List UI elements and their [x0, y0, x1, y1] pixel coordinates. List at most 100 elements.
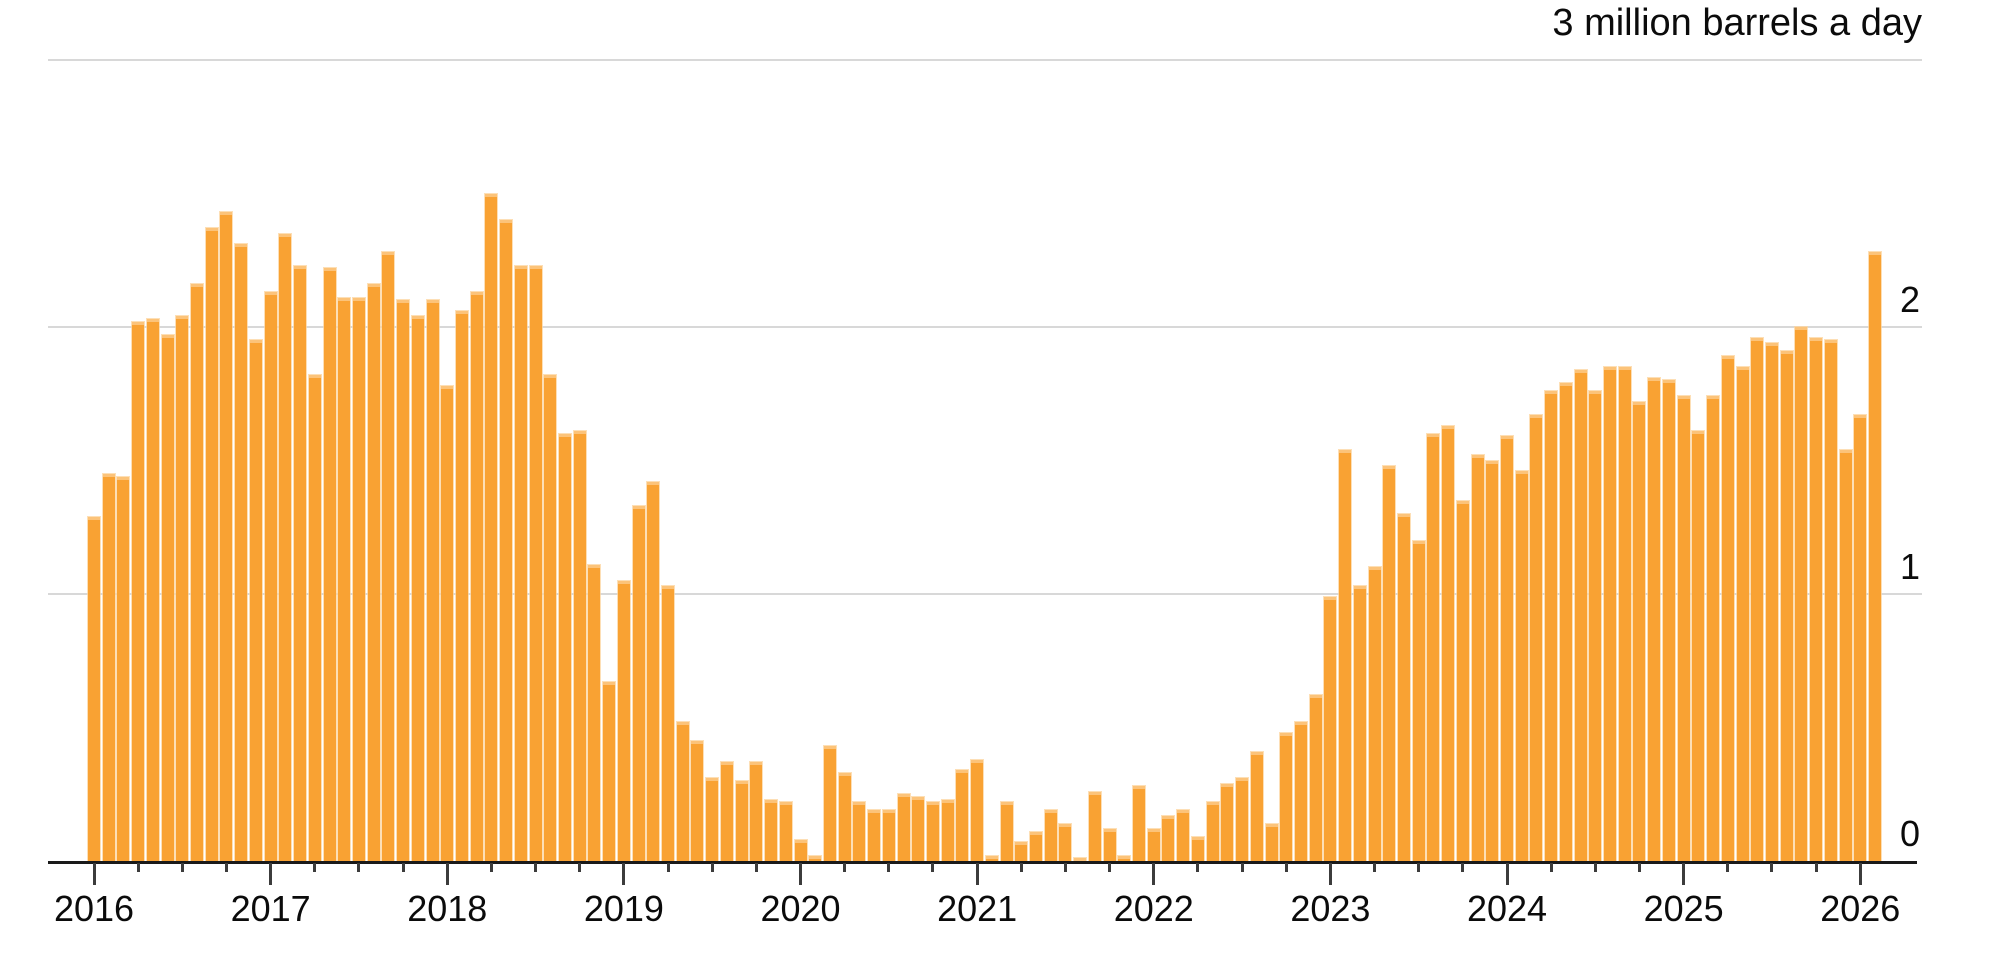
bar — [470, 292, 483, 861]
bar — [823, 746, 836, 861]
bar — [249, 340, 262, 861]
x-tick-label: 2025 — [1643, 888, 1724, 929]
bar — [338, 297, 351, 861]
bar — [1059, 823, 1072, 861]
bar — [529, 265, 542, 861]
bar — [720, 762, 733, 861]
y-tick-label: 1 — [1899, 546, 1921, 587]
x-axis-line — [48, 861, 1917, 864]
bar — [632, 505, 645, 861]
bar — [146, 318, 159, 861]
quarter-tick — [1814, 863, 1818, 872]
quarter-tick — [1196, 863, 1200, 872]
bar — [1515, 471, 1528, 861]
quarter-tick — [534, 863, 538, 872]
y-tick-label: 2 — [1899, 279, 1921, 320]
bar — [1824, 340, 1837, 861]
year-tick — [1505, 863, 1509, 885]
bar — [1486, 460, 1499, 861]
bar — [1707, 396, 1720, 861]
bar — [1221, 783, 1234, 861]
bar — [1633, 401, 1646, 861]
year-tick — [1682, 863, 1686, 885]
bar — [1015, 842, 1028, 861]
bar — [102, 473, 115, 861]
chart-title: 3 million barrels a day — [1552, 2, 1922, 44]
bar — [1294, 722, 1307, 861]
x-tick-label: 2018 — [407, 888, 488, 929]
bar — [1677, 396, 1690, 861]
bar — [1559, 383, 1572, 861]
bar — [1030, 831, 1043, 861]
bar — [926, 802, 939, 861]
quarter-tick — [1019, 863, 1023, 872]
quarter-tick — [887, 863, 891, 872]
bar — [1427, 433, 1440, 861]
bar — [853, 802, 866, 861]
year-tick — [269, 863, 273, 885]
bar — [1133, 786, 1146, 861]
bar — [441, 385, 454, 861]
bar — [838, 772, 851, 861]
bar — [779, 802, 792, 861]
bar — [264, 292, 277, 861]
quarter-tick — [1063, 863, 1067, 872]
x-tick-label: 2022 — [1113, 888, 1194, 929]
bar — [500, 220, 513, 861]
bar — [1118, 855, 1131, 861]
quarter-tick — [136, 863, 140, 872]
year-tick — [92, 863, 96, 885]
bar — [765, 799, 778, 861]
bar — [382, 252, 395, 861]
quarter-tick — [843, 863, 847, 872]
quarter-tick — [180, 863, 184, 872]
bar — [294, 265, 307, 861]
bar — [956, 770, 969, 861]
bar — [205, 228, 218, 861]
bar — [691, 740, 704, 861]
bar — [176, 316, 189, 861]
year-tick — [622, 863, 626, 885]
bar — [985, 855, 998, 861]
x-tick-label: 2023 — [1290, 888, 1371, 929]
bar — [1280, 732, 1293, 861]
bar — [1412, 540, 1425, 861]
bar — [1088, 791, 1101, 861]
bar — [662, 585, 675, 861]
year-tick — [975, 863, 979, 885]
bar — [1795, 327, 1808, 861]
year-tick — [1858, 863, 1862, 885]
quarter-tick — [313, 863, 317, 872]
quarter-tick — [224, 863, 228, 872]
quarter-tick — [1240, 863, 1244, 872]
bar — [308, 375, 321, 861]
bar — [455, 310, 468, 861]
y-tick-label: 0 — [1899, 813, 1921, 854]
bar — [352, 297, 365, 861]
bar — [1780, 351, 1793, 861]
bar — [1618, 367, 1631, 861]
bar — [1044, 810, 1057, 861]
gridline-3 — [48, 59, 1922, 61]
bar — [588, 564, 601, 861]
bar — [1250, 751, 1263, 861]
bar — [411, 316, 424, 861]
bar — [1353, 585, 1366, 861]
quarter-tick — [1770, 863, 1774, 872]
quarter-tick — [1108, 863, 1112, 872]
x-tick-label: 2019 — [583, 888, 664, 929]
year-tick — [799, 863, 802, 885]
bar — [1397, 513, 1410, 861]
quarter-tick — [1593, 863, 1597, 872]
bar — [1589, 391, 1602, 861]
bar — [868, 810, 881, 861]
bar — [617, 580, 630, 861]
bar — [1191, 836, 1204, 861]
bar — [1545, 391, 1558, 861]
bar — [1442, 425, 1455, 861]
bar — [1236, 778, 1249, 861]
bar — [1868, 252, 1881, 861]
bar — [1854, 415, 1867, 861]
quarter-tick — [1373, 863, 1377, 872]
